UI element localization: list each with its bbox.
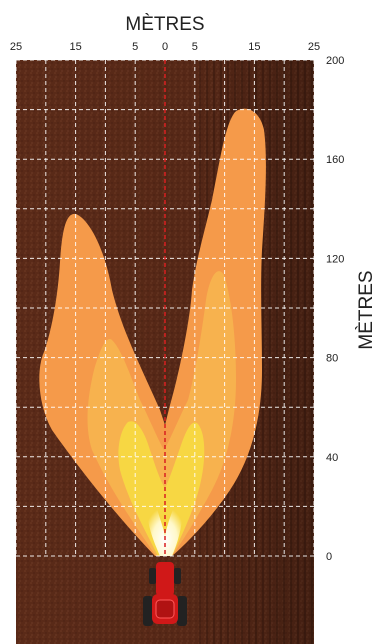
y-tick-label: 40 xyxy=(326,452,338,464)
light-beam xyxy=(39,108,266,557)
x-tick-label: 0 xyxy=(162,41,168,53)
x-tick-label: 5 xyxy=(192,41,198,53)
x-tick-label: 25 xyxy=(10,41,22,53)
y-axis-title: MÈTRES xyxy=(356,270,374,349)
beam-core xyxy=(147,501,183,556)
tractor-rear-right-tire xyxy=(177,596,187,626)
grid-lines xyxy=(15,59,315,557)
tractor-icon xyxy=(143,562,187,626)
y-tick-label: 80 xyxy=(326,353,338,365)
y-tick-label: 120 xyxy=(326,253,344,265)
x-tick-label: 15 xyxy=(248,41,260,53)
y-tick-label: 0 xyxy=(326,551,332,563)
x-tick-label: 15 xyxy=(69,41,81,53)
tractor-rear-left-tire xyxy=(143,596,153,626)
tractor-front-right-tire xyxy=(174,568,181,584)
tractor-roof xyxy=(155,599,175,619)
y-tick-labels: 200 160 120 80 40 0 xyxy=(326,55,344,563)
tractor-hood xyxy=(156,562,174,596)
x-tick-label: 5 xyxy=(132,41,138,53)
y-tick-label: 160 xyxy=(326,154,344,166)
beam-inner xyxy=(118,421,205,556)
x-tick-label: 25 xyxy=(308,41,320,53)
x-axis-title: MÈTRES xyxy=(125,14,204,35)
tractor-front-left-tire xyxy=(149,568,156,584)
y-tick-label: 200 xyxy=(326,55,344,67)
x-tick-labels: 25 15 5 0 5 15 25 xyxy=(10,41,320,53)
